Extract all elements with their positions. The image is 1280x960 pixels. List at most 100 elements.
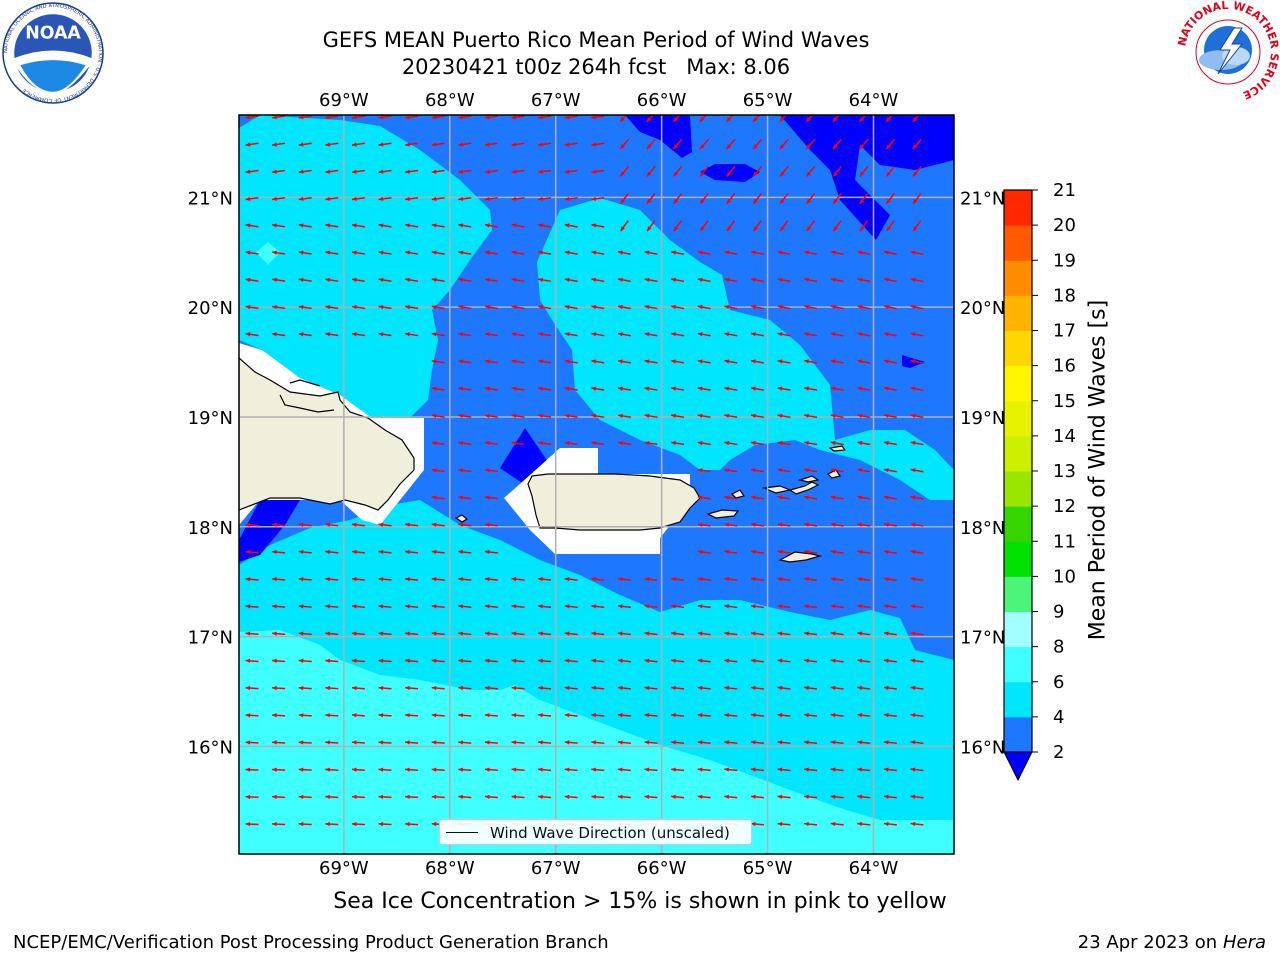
wind-wave-arrow	[910, 440, 924, 446]
wind-wave-arrow	[484, 604, 498, 609]
wind-wave-arrow	[724, 250, 738, 256]
wind-wave-arrow	[351, 658, 365, 664]
lon-label-bottom: 69°W	[319, 858, 369, 879]
wind-wave-arrow	[591, 685, 605, 691]
wind-wave-arrow	[245, 223, 259, 228]
wind-wave-arrow	[885, 192, 895, 205]
wind-wave-arrow	[724, 413, 738, 419]
wind-wave-arrow	[298, 740, 312, 745]
wind-wave-arrow	[272, 577, 286, 582]
wind-wave-arrow	[724, 631, 738, 636]
wind-wave-arrow	[750, 332, 764, 337]
wind-wave-arrow	[644, 658, 658, 663]
wind-wave-arrow	[431, 794, 445, 800]
wind-wave-arrow	[245, 332, 259, 337]
wind-wave-arrow	[591, 250, 605, 255]
wind-wave-arrow	[591, 169, 605, 174]
lat-label-right: 21°N	[960, 188, 1005, 209]
wind-wave-arrow	[617, 604, 631, 609]
wind-wave-arrow	[405, 549, 419, 555]
wind-wave-arrow	[779, 192, 789, 205]
land-puerto-rico	[527, 473, 701, 531]
wind-wave-arrow	[298, 767, 312, 772]
wind-wave-arrow	[564, 794, 578, 800]
wind-wave-arrow	[431, 767, 445, 772]
wind-wave-arrow	[617, 359, 631, 364]
wind-wave-arrow	[910, 658, 924, 663]
wind-wave-arrow	[697, 794, 711, 799]
wind-wave-arrow	[458, 277, 472, 283]
wind-wave-arrow	[431, 142, 445, 147]
wind-wave-arrow	[646, 165, 656, 177]
wind-wave-arrow	[378, 821, 392, 827]
wind-wave-arrow	[777, 495, 791, 500]
wind-wave-arrow	[484, 713, 498, 718]
wind-wave-arrow	[591, 794, 605, 800]
wind-wave-arrow	[830, 740, 844, 745]
wind-wave-arrow	[564, 359, 578, 364]
land-hispaniola	[239, 357, 415, 511]
wind-wave-arrow	[351, 821, 365, 827]
wind-wave-arrow	[272, 196, 286, 202]
colorbar-bin	[1004, 716, 1032, 753]
wind-wave-arrow	[591, 440, 605, 446]
wind-wave-arrow	[804, 821, 818, 827]
wind-wave-arrow	[617, 304, 631, 310]
wind-wave-arrow	[325, 549, 339, 555]
wind-wave-arrow	[699, 165, 709, 177]
wind-wave-arrow	[564, 413, 578, 419]
lat-label-left: 18°N	[188, 518, 233, 539]
map-frame	[238, 114, 955, 855]
wind-wave-arrow	[458, 713, 472, 718]
wind-wave-arrow	[511, 713, 525, 718]
lat-label-right: 18°N	[960, 518, 1005, 539]
wind-wave-arrow	[538, 359, 552, 364]
wind-wave-arrow	[804, 304, 818, 310]
wind-wave-arrow	[857, 440, 871, 446]
colorbar-bin	[1004, 435, 1032, 472]
wind-wave-arrow	[910, 386, 924, 391]
wind-wave-arrow	[564, 196, 578, 202]
wind-wave-arrow	[724, 713, 738, 718]
wind-wave-arrow	[405, 304, 419, 310]
wind-wave-arrow	[564, 223, 578, 228]
map-legend: Wind Wave Direction (unscaled)	[439, 819, 752, 845]
colorbar-bin	[1004, 506, 1032, 542]
wind-wave-arrow	[830, 332, 844, 337]
wind-wave-arrow	[272, 304, 286, 310]
wind-wave-arrow	[644, 713, 658, 718]
wind-wave-arrow	[671, 576, 685, 582]
wind-wave-arrow	[405, 522, 419, 527]
wind-wave-arrow	[325, 740, 339, 745]
wind-wave-arrow	[405, 604, 419, 609]
wind-wave-arrow	[883, 821, 897, 827]
wind-wave-arrow	[431, 196, 445, 202]
wind-wave-arrow	[830, 658, 844, 663]
wind-wave-arrow	[857, 658, 871, 663]
wind-wave-arrow	[431, 440, 445, 446]
wind-wave-arrow	[777, 332, 791, 337]
wind-wave-arrow	[830, 468, 844, 473]
lon-label-bottom: 68°W	[425, 858, 475, 879]
wind-wave-arrow	[484, 767, 498, 772]
wind-wave-arrow	[857, 386, 871, 391]
wind-wave-arrow	[777, 767, 791, 772]
wind-wave-arrow	[910, 549, 924, 555]
wind-wave-arrow	[245, 740, 259, 745]
wind-wave-arrow	[644, 604, 658, 609]
wind-wave-arrow	[910, 277, 924, 283]
wind-wave-arrow	[752, 165, 763, 177]
wind-wave-arrow	[458, 522, 472, 527]
colorbar-bin	[1004, 330, 1032, 367]
wind-wave-arrow	[325, 250, 339, 255]
wind-wave-arrow	[511, 386, 525, 391]
wind-wave-arrow	[272, 794, 286, 800]
colorbar-tick-label: 15	[1053, 391, 1076, 412]
wind-wave-arrow	[671, 386, 685, 391]
wind-wave-arrow	[750, 495, 764, 500]
wind-wave-arrow	[724, 359, 738, 364]
wind-wave-arrow	[511, 767, 525, 772]
wind-wave-arrow	[910, 604, 924, 609]
wind-wave-arrow	[272, 169, 286, 174]
wind-wave-arrow	[458, 767, 472, 772]
